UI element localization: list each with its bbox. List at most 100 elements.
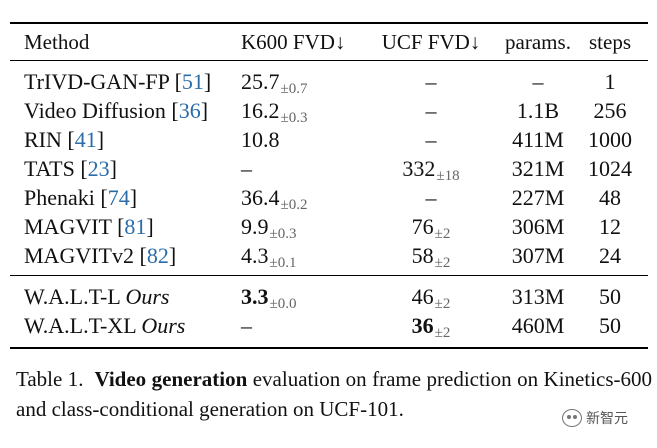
header-params: params. bbox=[505, 30, 571, 54]
row-params: 321M bbox=[511, 156, 565, 181]
row-k600-value: 36.4 bbox=[241, 185, 280, 210]
watermark-text: 新智元 bbox=[586, 411, 628, 427]
header-ucf: UCF FVD↓ bbox=[381, 30, 481, 54]
row-k600-pm: ±0.2 bbox=[280, 197, 308, 213]
header-method: Method bbox=[24, 30, 90, 54]
row-ucf-value: 76 bbox=[411, 214, 434, 239]
row-params: 307M bbox=[511, 243, 565, 268]
ours-tag: Ours bbox=[125, 284, 170, 309]
row-k600-pm: ±0.0 bbox=[269, 296, 297, 312]
table-top-rule bbox=[10, 22, 648, 24]
row-ucf-pm: ±2 bbox=[434, 296, 451, 312]
row-params: 460M bbox=[511, 313, 565, 338]
row-k600-value: 4.3 bbox=[241, 243, 269, 268]
row-ucf-pm: ±18 bbox=[436, 168, 460, 184]
row-params: 313M bbox=[511, 284, 565, 309]
citation-link: 74 bbox=[107, 185, 130, 210]
table-header-rule bbox=[10, 60, 648, 61]
row-steps: 50 bbox=[599, 284, 621, 309]
method-name: W.A.L.T-L bbox=[24, 284, 120, 309]
citation-link: 82 bbox=[146, 243, 169, 268]
row-k600: 3.3±0.0 bbox=[241, 283, 296, 314]
table-caption: Table 1. Video generation evaluation on … bbox=[16, 364, 652, 424]
row-ucf: – bbox=[370, 184, 492, 212]
row-ucf: – bbox=[370, 97, 492, 125]
row-ucf-value: – bbox=[425, 185, 437, 210]
row-steps: 12 bbox=[599, 214, 621, 239]
row-ucf-value: – bbox=[425, 98, 437, 123]
row-steps: 1000 bbox=[588, 127, 632, 152]
method-name: W.A.L.T-XL bbox=[24, 313, 136, 338]
citation-link: 51 bbox=[181, 69, 204, 94]
header-steps: steps bbox=[589, 30, 631, 54]
method-name: TrIVD-GAN-FP bbox=[24, 69, 170, 94]
row-k600: – bbox=[241, 312, 252, 340]
row-steps: 50 bbox=[599, 313, 621, 338]
row-params: 1.1B bbox=[516, 98, 560, 123]
row-ucf: 46±2 bbox=[370, 283, 492, 314]
row-ucf: – bbox=[370, 68, 492, 96]
row-ucf-pm: ±2 bbox=[434, 255, 451, 271]
row-steps: 256 bbox=[593, 98, 627, 123]
row-k600: – bbox=[241, 155, 252, 183]
row-k600-value: 16.2 bbox=[241, 98, 280, 123]
row-method: RIN [41] bbox=[24, 127, 105, 152]
row-k600-value: 10.8 bbox=[241, 127, 280, 152]
method-name: RIN bbox=[24, 127, 62, 152]
row-steps: 24 bbox=[599, 243, 621, 268]
caption-bold: Video generation bbox=[94, 367, 248, 391]
row-k600-value: 3.3 bbox=[241, 284, 269, 309]
table-bottom-rule bbox=[10, 347, 648, 349]
citation-link: 41 bbox=[74, 127, 97, 152]
method-name: MAGVIT bbox=[24, 214, 112, 239]
row-ucf-value: 332 bbox=[402, 156, 436, 181]
row-ucf: 36±2 bbox=[370, 312, 492, 343]
row-k600: 25.7±0.7 bbox=[241, 68, 307, 99]
row-k600-value: 9.9 bbox=[241, 214, 269, 239]
caption-label: Table 1. bbox=[16, 367, 84, 391]
row-method: W.A.L.T-XL Ours bbox=[24, 312, 185, 340]
row-ucf-value: 58 bbox=[411, 243, 434, 268]
row-params: – bbox=[532, 69, 544, 94]
table-ours-rule bbox=[10, 275, 648, 276]
row-k600-pm: ±0.7 bbox=[280, 81, 308, 97]
row-k600-pm: ±0.1 bbox=[269, 255, 297, 271]
row-steps: 1024 bbox=[588, 156, 632, 181]
row-ucf-pm: ±2 bbox=[434, 226, 451, 242]
row-ucf-value: 46 bbox=[411, 284, 434, 309]
ours-tag: Ours bbox=[141, 313, 186, 338]
method-name: Phenaki bbox=[24, 185, 95, 210]
row-ucf-value: 36 bbox=[411, 313, 434, 338]
citation-link: 81 bbox=[124, 214, 147, 239]
row-k600-value: 25.7 bbox=[241, 69, 280, 94]
row-ucf: 76±2 bbox=[370, 213, 492, 244]
row-k600: 10.8 bbox=[241, 126, 280, 154]
row-k600: 4.3±0.1 bbox=[241, 242, 296, 273]
row-k600: 9.9±0.3 bbox=[241, 213, 296, 244]
caption-text: evaluation on frame prediction on Kineti… bbox=[16, 367, 653, 421]
row-ucf: – bbox=[370, 126, 492, 154]
header-k600: K600 FVD↓ bbox=[241, 30, 346, 54]
row-k600-value: – bbox=[241, 313, 252, 338]
row-params: 411M bbox=[512, 127, 564, 152]
method-name: TATS bbox=[24, 156, 75, 181]
row-k600-pm: ±0.3 bbox=[269, 226, 297, 242]
row-method: TATS [23] bbox=[24, 156, 117, 181]
row-ucf: 58±2 bbox=[370, 242, 492, 273]
row-params: 306M bbox=[511, 214, 565, 239]
row-method: MAGVIT [81] bbox=[24, 214, 154, 239]
method-name: MAGVITv2 bbox=[24, 243, 134, 268]
row-ucf-value: – bbox=[425, 127, 437, 152]
row-method: Video Diffusion [36] bbox=[24, 98, 209, 123]
row-method: Phenaki [74] bbox=[24, 185, 138, 210]
row-steps: 48 bbox=[599, 185, 621, 210]
row-ucf: 332±18 bbox=[370, 155, 492, 186]
wechat-icon bbox=[562, 409, 582, 427]
row-method: MAGVITv2 [82] bbox=[24, 243, 177, 268]
row-ucf-value: – bbox=[425, 69, 437, 94]
citation-link: 36 bbox=[178, 98, 201, 123]
citation-link: 23 bbox=[87, 156, 110, 181]
row-params: 227M bbox=[511, 185, 565, 210]
method-name: Video Diffusion bbox=[24, 98, 166, 123]
row-method: TrIVD-GAN-FP [51] bbox=[24, 69, 212, 94]
